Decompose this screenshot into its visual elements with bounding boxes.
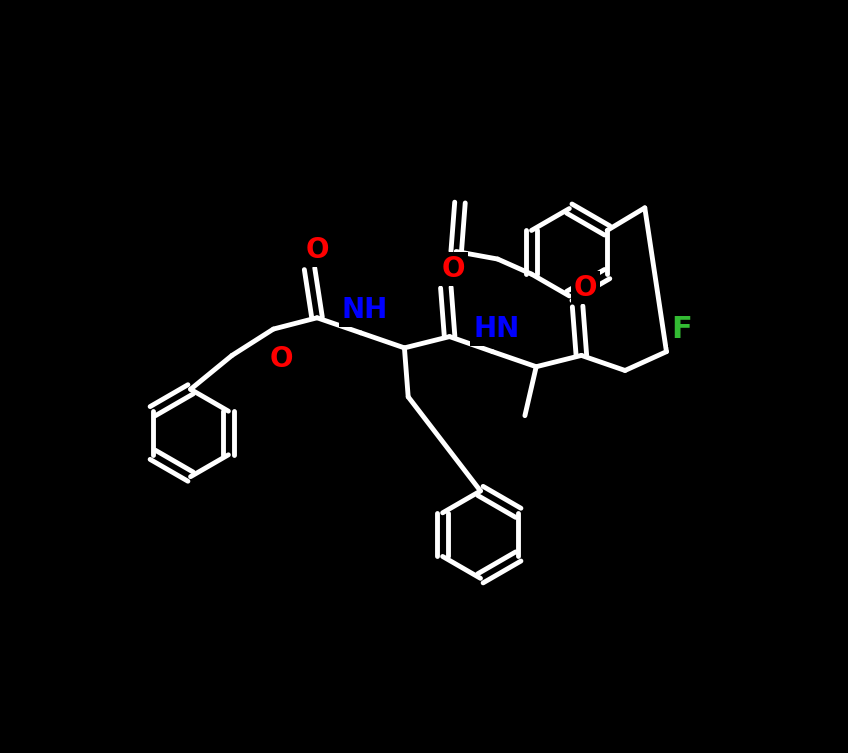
Text: F: F bbox=[671, 315, 692, 343]
Text: HN: HN bbox=[473, 315, 520, 343]
Text: NH: NH bbox=[342, 296, 388, 325]
Text: O: O bbox=[305, 236, 329, 264]
Text: O: O bbox=[269, 345, 293, 373]
Text: O: O bbox=[573, 273, 597, 302]
Text: O: O bbox=[442, 255, 465, 283]
